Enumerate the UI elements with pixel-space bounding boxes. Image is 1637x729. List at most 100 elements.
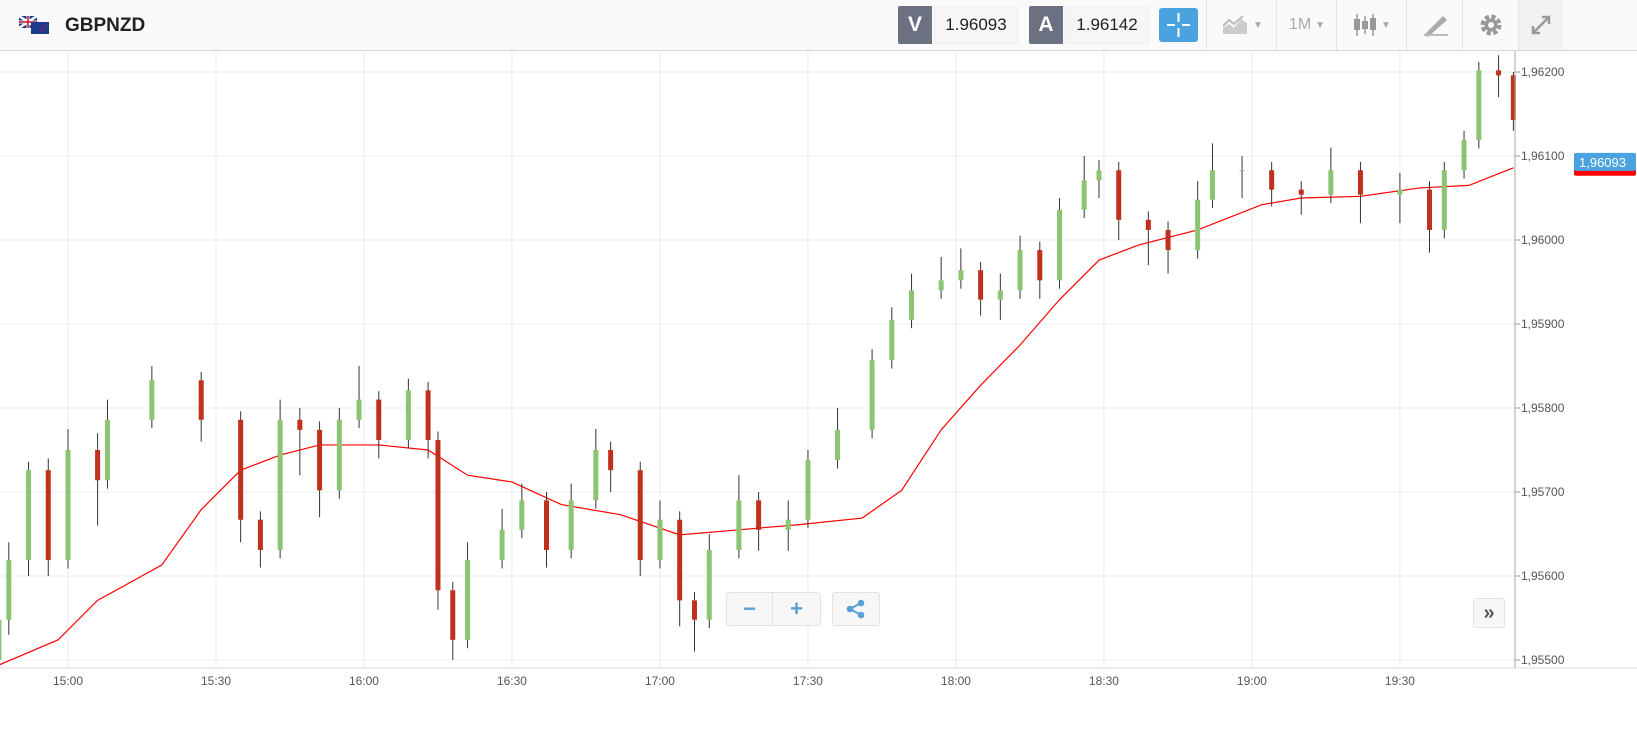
candle xyxy=(499,508,505,569)
candle-body xyxy=(238,419,244,520)
candle-body xyxy=(978,270,984,300)
settings-button[interactable] xyxy=(1462,0,1519,50)
candle-body xyxy=(544,500,550,550)
candle-body xyxy=(405,390,411,440)
candle-body xyxy=(637,470,643,561)
candle xyxy=(593,429,599,509)
sell-button[interactable]: V xyxy=(898,6,932,44)
candle-body xyxy=(736,500,742,550)
candle xyxy=(736,475,742,559)
candle-body xyxy=(277,419,283,550)
candle-body xyxy=(0,619,2,660)
candle-body xyxy=(1357,170,1363,195)
candle xyxy=(544,492,550,568)
draw-button[interactable] xyxy=(1406,0,1463,50)
candle xyxy=(1328,147,1334,204)
timeframe-label: 1M xyxy=(1288,16,1312,33)
candle xyxy=(1017,235,1023,299)
candle-style-button[interactable]: ▼ xyxy=(1336,0,1407,50)
candle xyxy=(657,500,663,569)
candle-body xyxy=(450,590,456,640)
moving-average xyxy=(0,167,1514,666)
candle xyxy=(1476,61,1482,149)
candle xyxy=(1269,161,1275,207)
candle xyxy=(277,399,283,559)
candle xyxy=(1357,161,1363,224)
moving-average-line xyxy=(0,167,1514,666)
chart-header: GBPNZD V 1.96093 A 1.96142 ▼ 1M ▼ ▼ xyxy=(0,0,1637,51)
candle xyxy=(1239,156,1245,198)
candle-body xyxy=(1017,250,1023,291)
candle-body xyxy=(1510,75,1516,120)
candlestick-chart[interactable]: 15:00 15:30 16:00 16:30 17:00 17:30 18:00 18:30… xyxy=(0,51,1637,729)
candle xyxy=(1441,161,1447,239)
candle-body xyxy=(1037,250,1043,281)
chevron-down-icon: ▼ xyxy=(1315,19,1326,31)
buy-button[interactable]: A xyxy=(1029,6,1063,44)
candle-body xyxy=(6,560,12,620)
y-tick-label: 1,96100 xyxy=(1521,149,1565,163)
sell-price[interactable]: 1.96093 xyxy=(934,6,1018,44)
share-button[interactable] xyxy=(832,592,880,626)
candle xyxy=(1116,161,1122,240)
candle xyxy=(889,307,895,369)
scroll-to-latest-button[interactable]: » xyxy=(1473,598,1505,628)
candle-body xyxy=(257,519,263,550)
x-tick-label: 18:00 xyxy=(941,674,971,688)
candle xyxy=(356,366,362,429)
chevron-down-icon: ▼ xyxy=(1381,19,1391,31)
candle-body xyxy=(1298,189,1304,195)
candle-body xyxy=(104,419,110,481)
candle-body xyxy=(198,380,204,420)
x-tick-label: 16:30 xyxy=(497,674,527,688)
x-tick-label: 16:00 xyxy=(349,674,379,688)
candle-style-icon xyxy=(1354,14,1377,36)
y-tick-label: 1,95700 xyxy=(1521,485,1565,499)
candle xyxy=(0,619,2,660)
chart-type-button[interactable]: ▼ xyxy=(1206,0,1277,50)
candle xyxy=(1057,198,1063,289)
candle xyxy=(104,399,110,489)
price-tags: 1,96093 xyxy=(1574,152,1636,176)
candle-body xyxy=(95,450,101,481)
candle-body xyxy=(465,560,471,640)
x-tick-label: 18:30 xyxy=(1089,674,1119,688)
buy-price[interactable]: 1.96142 xyxy=(1065,6,1149,44)
candle xyxy=(1195,181,1201,259)
candle-body xyxy=(519,500,525,530)
candle xyxy=(26,461,32,576)
zoom-in-button[interactable]: + xyxy=(772,592,821,626)
candle xyxy=(978,261,984,316)
candles xyxy=(0,55,1516,660)
candle xyxy=(805,450,811,529)
candle xyxy=(677,511,683,627)
grid xyxy=(0,51,1515,668)
expand-button[interactable] xyxy=(1518,0,1563,50)
crosshair-button[interactable] xyxy=(1159,8,1198,42)
zoom-out-button[interactable]: − xyxy=(726,592,773,626)
candle xyxy=(1461,130,1467,179)
candle-body xyxy=(435,439,441,591)
current-price-label: 1,96093 xyxy=(1579,155,1626,170)
candle xyxy=(149,366,155,429)
x-tick-label: 17:30 xyxy=(793,674,823,688)
current-price-tag xyxy=(1574,152,1636,171)
candle-body xyxy=(1461,140,1467,171)
candle-body xyxy=(1441,170,1447,230)
candle-body xyxy=(1081,180,1087,210)
candle-body xyxy=(568,500,574,550)
candle xyxy=(608,441,614,492)
timeframe-dropdown[interactable]: 1M ▼ xyxy=(1276,0,1337,50)
y-tick-label: 1,96200 xyxy=(1521,65,1565,79)
candle-body xyxy=(691,600,697,620)
y-tick-label: 1,95800 xyxy=(1521,401,1565,415)
candle-body xyxy=(336,419,342,491)
candle-body xyxy=(1239,170,1245,172)
candle-body xyxy=(889,319,895,361)
candle xyxy=(519,483,525,539)
candle xyxy=(869,349,875,439)
axes: 15:00 15:30 16:00 16:30 17:00 17:30 18:00 18:30… xyxy=(0,51,1637,688)
candle xyxy=(1096,160,1102,198)
candle xyxy=(706,534,712,629)
candle xyxy=(45,458,51,576)
